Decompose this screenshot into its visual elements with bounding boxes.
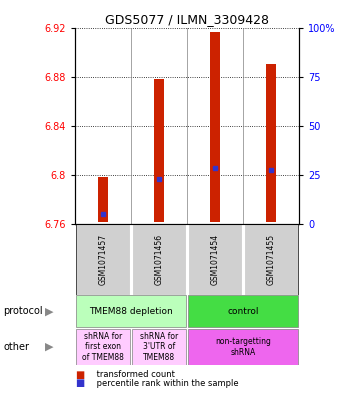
Bar bbox=[98, 177, 108, 222]
Bar bbox=[154, 79, 164, 222]
Bar bbox=[266, 64, 276, 222]
Bar bbox=[188, 296, 298, 327]
Text: ▶: ▶ bbox=[45, 307, 54, 316]
Text: other: other bbox=[3, 342, 29, 352]
Text: TMEM88 depletion: TMEM88 depletion bbox=[89, 307, 173, 316]
Text: ▶: ▶ bbox=[45, 342, 54, 352]
Text: GSM1071457: GSM1071457 bbox=[98, 234, 107, 285]
Bar bbox=[132, 329, 186, 365]
Text: transformed count: transformed count bbox=[94, 370, 174, 379]
Text: GSM1071454: GSM1071454 bbox=[210, 234, 220, 285]
Text: shRNA for
first exon
of TMEM88: shRNA for first exon of TMEM88 bbox=[82, 332, 124, 362]
Text: protocol: protocol bbox=[3, 307, 43, 316]
Text: GSM1071455: GSM1071455 bbox=[267, 234, 276, 285]
Bar bbox=[132, 224, 186, 295]
Text: control: control bbox=[227, 307, 259, 316]
Text: ■: ■ bbox=[75, 369, 84, 380]
Text: percentile rank within the sample: percentile rank within the sample bbox=[94, 379, 238, 387]
Bar bbox=[76, 224, 130, 295]
Bar bbox=[188, 224, 242, 295]
Text: GSM1071456: GSM1071456 bbox=[154, 234, 164, 285]
Title: GDS5077 / ILMN_3309428: GDS5077 / ILMN_3309428 bbox=[105, 13, 269, 26]
Bar bbox=[76, 329, 130, 365]
Text: non-targetting
shRNA: non-targetting shRNA bbox=[215, 337, 271, 356]
Bar bbox=[244, 224, 298, 295]
Bar bbox=[76, 296, 186, 327]
Bar bbox=[210, 33, 220, 222]
Bar bbox=[188, 329, 298, 365]
Text: shRNA for
3'UTR of
TMEM88: shRNA for 3'UTR of TMEM88 bbox=[140, 332, 178, 362]
Text: ■: ■ bbox=[75, 378, 84, 388]
